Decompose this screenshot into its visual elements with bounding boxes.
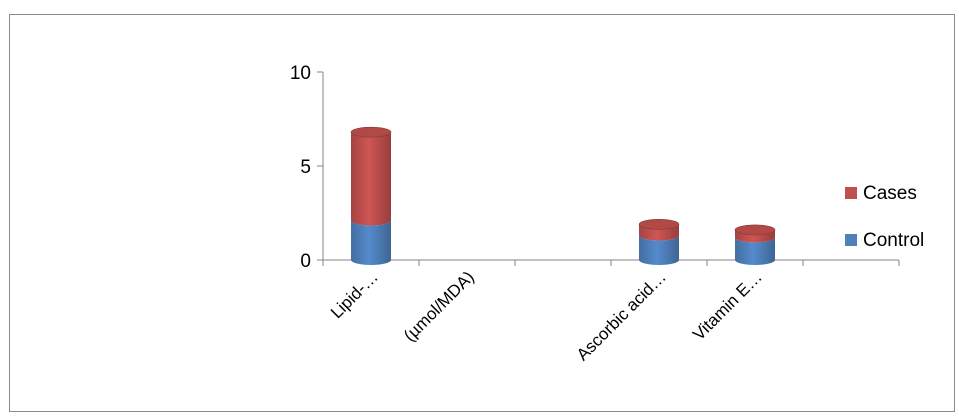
bar-segment-control	[735, 237, 775, 265]
axes: 0 5 10	[290, 63, 900, 272]
bar-top-cap	[638, 218, 680, 230]
bar-segment-cases	[351, 132, 391, 226]
legend-swatch	[845, 187, 857, 199]
bar-segment-cases	[639, 224, 679, 241]
category-label: Vitamin E…	[689, 267, 766, 344]
category-label: Lipid-…	[327, 267, 382, 322]
category-label: Ascorbic acid…	[573, 267, 670, 364]
bar-top-cap	[350, 126, 392, 138]
bar-segment-cases	[735, 229, 775, 243]
bars	[350, 126, 776, 265]
category-labels: Lipid-… (µmol/MDA) Ascorbic acid… Vitamin E…	[327, 267, 766, 364]
chart-frame	[9, 14, 955, 412]
legend-swatch	[845, 234, 857, 246]
bar-top-cap	[734, 224, 776, 236]
y-tick-label: 10	[290, 63, 311, 84]
legend: Cases Control	[845, 183, 924, 251]
y-tick-label: 0	[300, 251, 311, 272]
legend-label: Control	[863, 230, 924, 251]
bar-segment-control	[351, 220, 391, 265]
y-tick-label: 5	[300, 157, 311, 178]
bar-segment-control	[639, 235, 679, 265]
category-label: (µmol/MDA)	[400, 267, 478, 345]
legend-label: Cases	[863, 183, 917, 204]
